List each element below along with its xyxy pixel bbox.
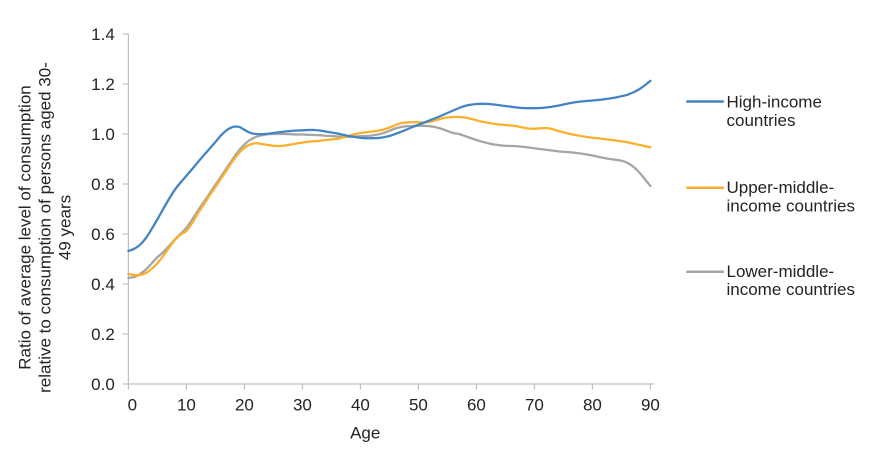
- svg-text:50: 50: [409, 395, 428, 414]
- svg-text:70: 70: [525, 395, 544, 414]
- svg-text:1.0: 1.0: [91, 125, 115, 144]
- svg-text:0.0: 0.0: [91, 375, 115, 394]
- svg-text:Lower-middle-: Lower-middle-: [727, 262, 835, 281]
- svg-text:1.4: 1.4: [91, 25, 115, 44]
- svg-text:80: 80: [583, 395, 602, 414]
- svg-text:countries: countries: [727, 111, 796, 130]
- svg-text:Age: Age: [350, 423, 380, 442]
- svg-text:40: 40: [351, 395, 370, 414]
- svg-text:0.4: 0.4: [91, 275, 115, 294]
- svg-text:30: 30: [293, 395, 312, 414]
- svg-text:60: 60: [467, 395, 486, 414]
- svg-text:20: 20: [235, 395, 254, 414]
- svg-text:0.8: 0.8: [91, 175, 115, 194]
- svg-text:0.2: 0.2: [91, 325, 115, 344]
- svg-text:1.2: 1.2: [91, 75, 115, 94]
- svg-text:income countries: income countries: [727, 196, 856, 215]
- svg-text:High-income: High-income: [727, 92, 822, 111]
- svg-text:relative to consumption of per: relative to consumption of persons aged …: [36, 62, 55, 393]
- svg-text:income countries: income countries: [727, 280, 856, 299]
- svg-text:0: 0: [128, 395, 137, 414]
- svg-text:Ratio of average level of con: Ratio of average level of consumption: [16, 85, 35, 369]
- svg-text:10: 10: [177, 395, 196, 414]
- svg-text:49 years: 49 years: [56, 195, 75, 260]
- svg-text:0.6: 0.6: [91, 225, 115, 244]
- svg-text:Upper-middle-: Upper-middle-: [727, 178, 835, 197]
- svg-text:90: 90: [641, 395, 660, 414]
